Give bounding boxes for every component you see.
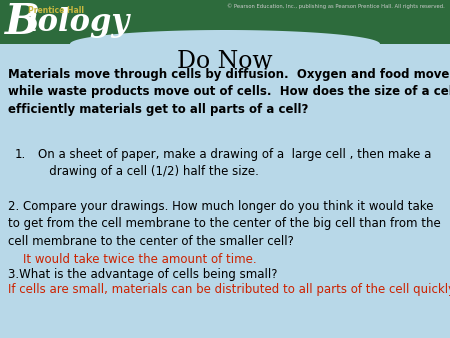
Text: It would take twice the amount of time.: It would take twice the amount of time. bbox=[8, 253, 256, 266]
Text: B: B bbox=[5, 1, 40, 43]
Text: Materials move through cells by diffusion.  Oxygen and food move into cells,
whi: Materials move through cells by diffusio… bbox=[8, 68, 450, 116]
Text: 3.What is the advantage of cells being small?: 3.What is the advantage of cells being s… bbox=[8, 268, 278, 281]
Text: If cells are small, materials can be distributed to all parts of the cell quickl: If cells are small, materials can be dis… bbox=[8, 283, 450, 296]
Text: On a sheet of paper, make a drawing of a  large cell , then make a
   drawing of: On a sheet of paper, make a drawing of a… bbox=[38, 148, 432, 178]
Text: Do Now: Do Now bbox=[177, 50, 273, 73]
Bar bbox=[0, 0, 450, 44]
Text: 2. Compare your drawings. How much longer do you think it would take
to get from: 2. Compare your drawings. How much longe… bbox=[8, 200, 441, 248]
Text: 1.: 1. bbox=[15, 148, 26, 161]
Text: Prentice Hall: Prentice Hall bbox=[28, 6, 84, 15]
Text: iology: iology bbox=[27, 6, 130, 38]
Text: © Pearson Education, Inc., publishing as Pearson Prentice Hall. All rights reser: © Pearson Education, Inc., publishing as… bbox=[227, 3, 445, 9]
Polygon shape bbox=[70, 30, 380, 44]
